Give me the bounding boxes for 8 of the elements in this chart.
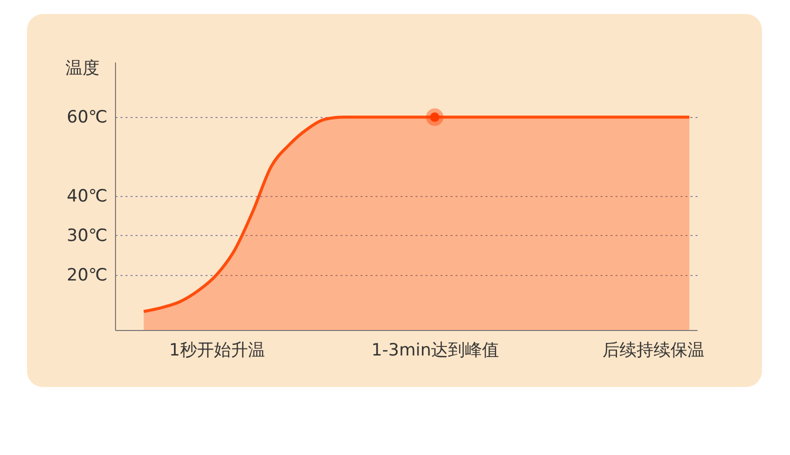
x-tick-label: 1秒开始升温 <box>169 340 265 360</box>
y-tick-label: 60℃ <box>66 108 108 128</box>
x-tick-label: 1-3min达到峰值 <box>371 340 500 360</box>
y-tick-label: 40℃ <box>66 186 108 206</box>
y-tick-label: 30℃ <box>66 226 108 246</box>
y-axis-title: 温度 <box>66 58 100 78</box>
y-tick-label: 20℃ <box>66 265 108 286</box>
x-tick-label: 后续持续保温 <box>602 340 704 360</box>
